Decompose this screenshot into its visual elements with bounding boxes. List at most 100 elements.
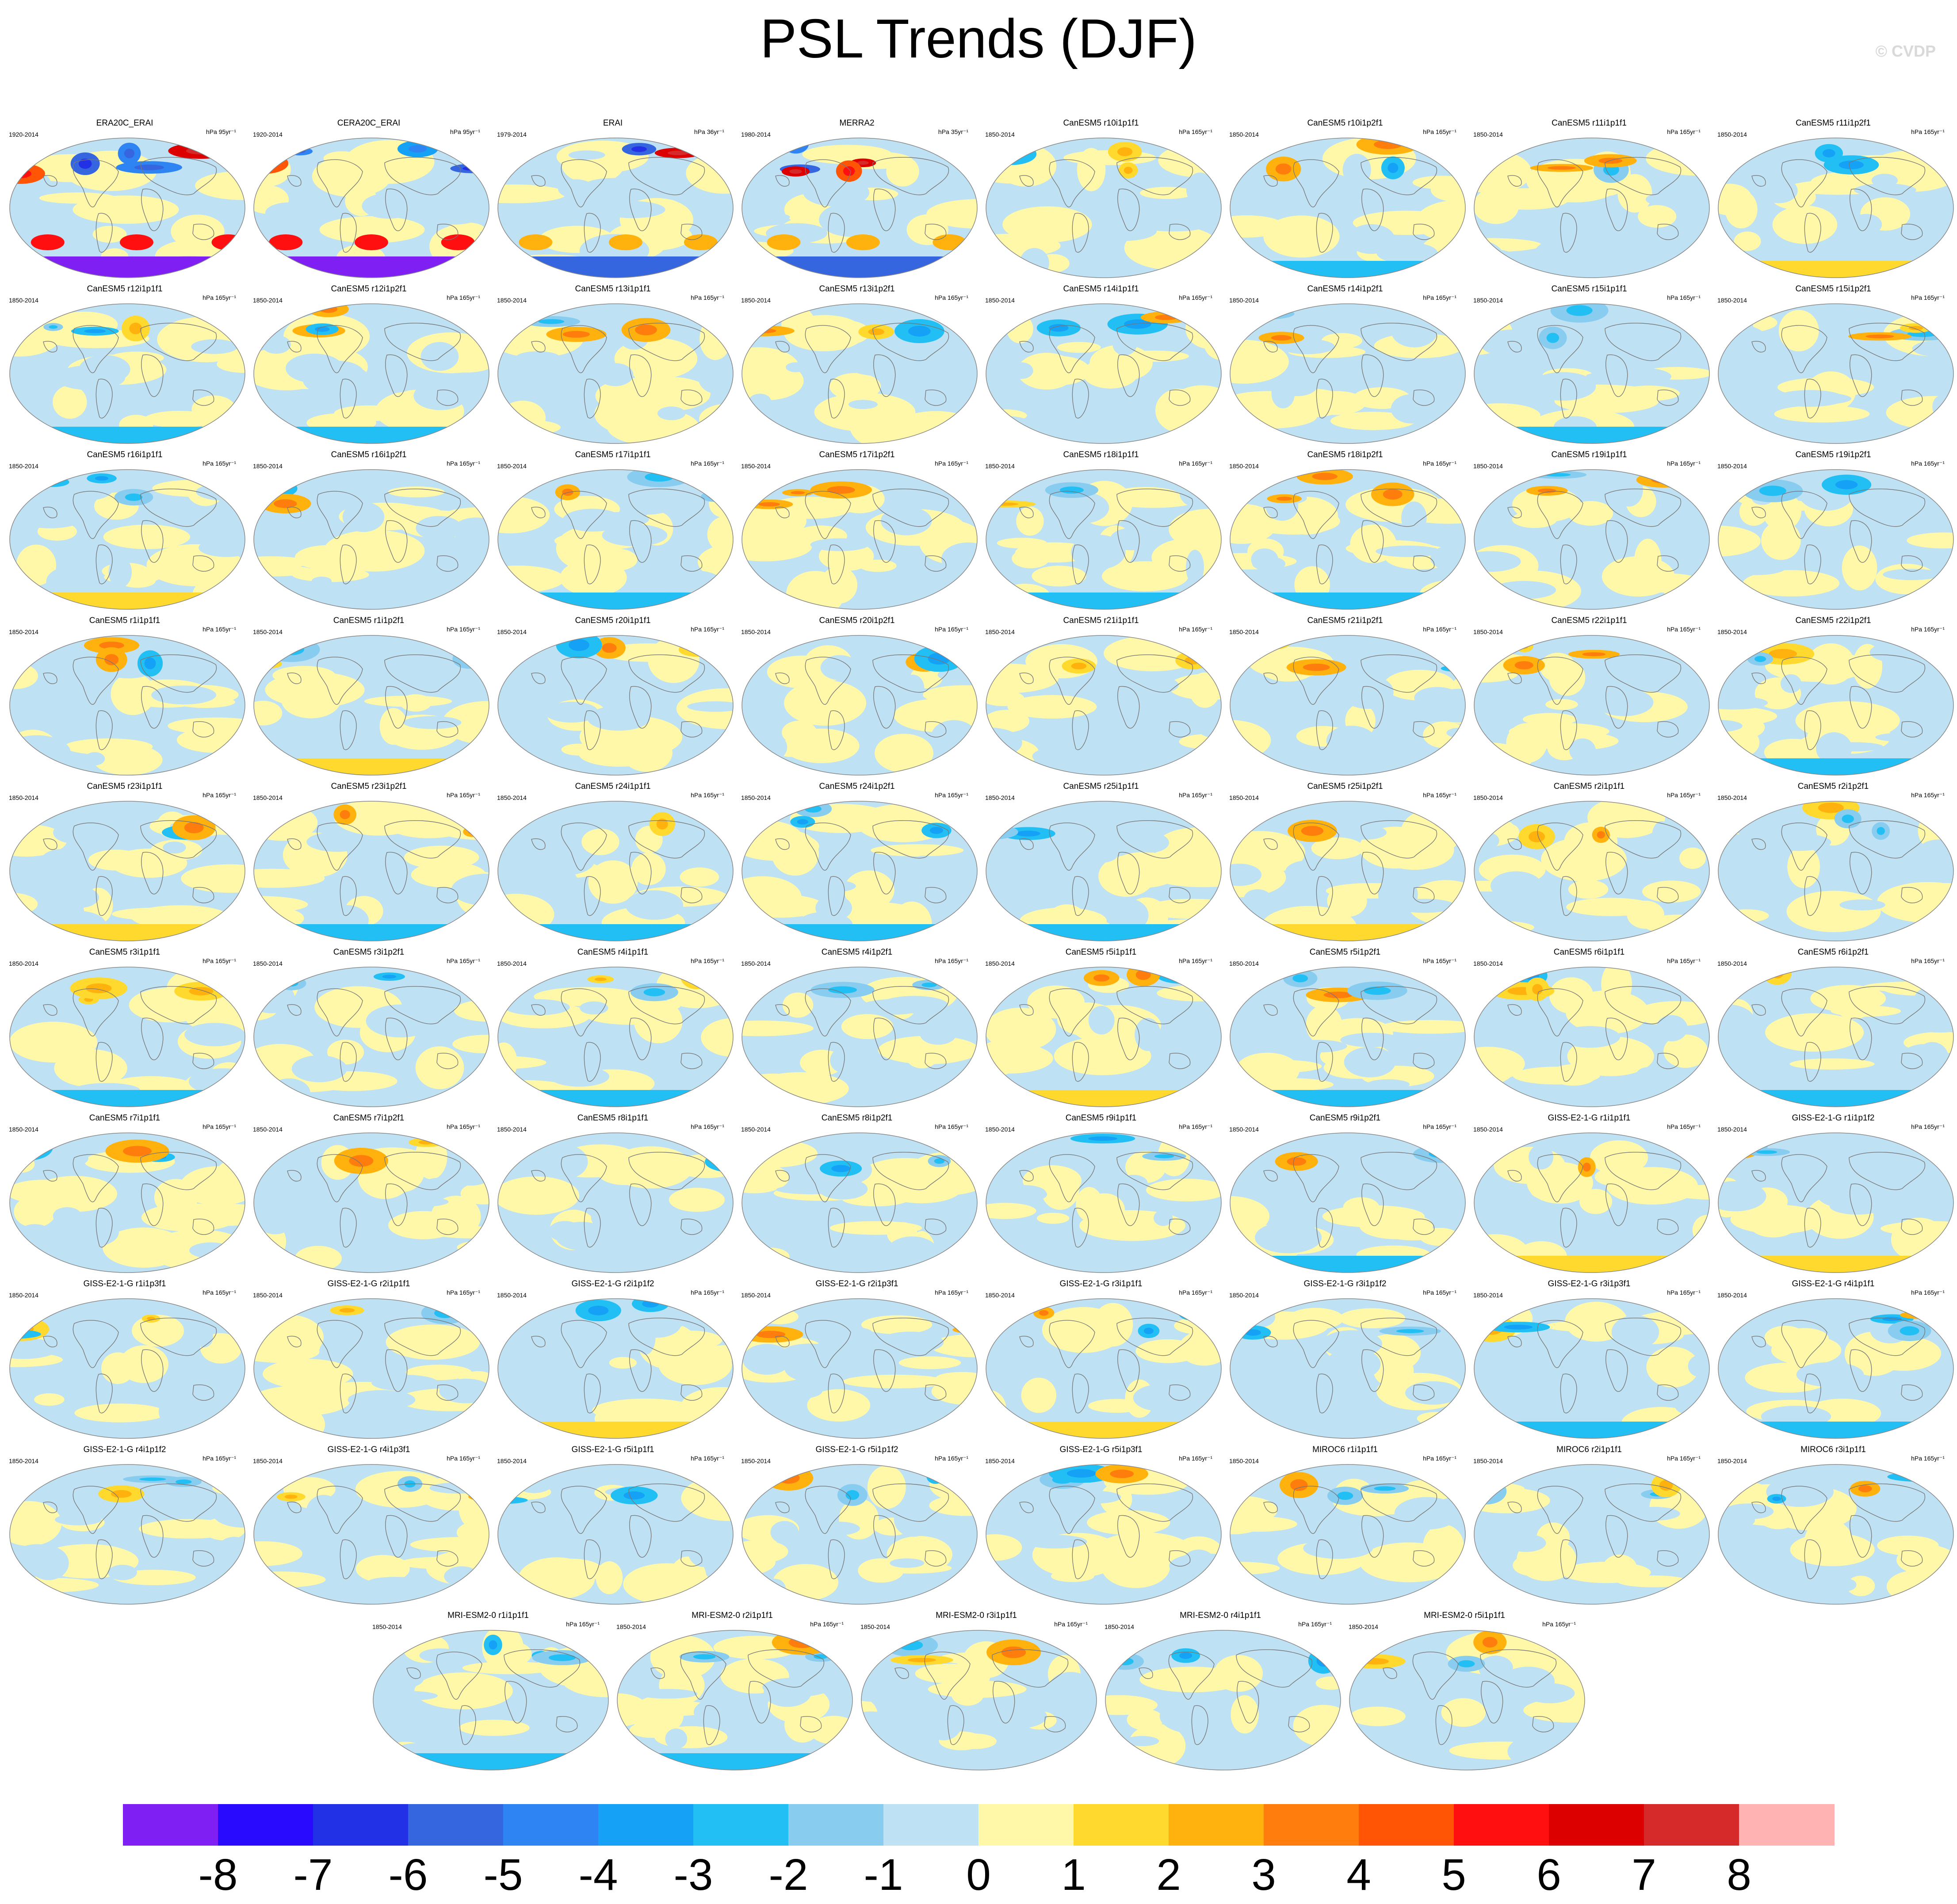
contour-blob: [1545, 699, 1578, 710]
contour-blob: [1565, 1319, 1620, 1331]
panel-units: hPa 165yr⁻¹: [447, 1123, 480, 1130]
contour-blob: [1842, 814, 1854, 823]
coastline: [385, 1183, 408, 1226]
contour-blob: [1718, 1090, 1953, 1107]
contour-blob: [859, 559, 897, 572]
contour-blob: [1364, 986, 1391, 995]
coastline: [436, 1652, 482, 1700]
contour-blob: [1230, 593, 1465, 609]
coastline: [1116, 820, 1193, 859]
contour-blob: [49, 325, 58, 329]
contour-blob: [933, 1234, 977, 1254]
contour-blob: [403, 716, 462, 729]
map-panel: GISS-E2-1-G r4i1p1f1 1850-2014 hPa 165yr⁻¹: [1711, 1279, 1955, 1442]
map-panel: CanESM5 r18i1p1f1 1850-2014 hPa 165yr⁻¹: [979, 450, 1223, 613]
coastline: [1263, 1004, 1278, 1016]
contour-blob: [1157, 968, 1210, 984]
contour-blob: [1529, 831, 1545, 842]
contour-blob: [151, 685, 217, 705]
contour-blob: [260, 660, 282, 669]
map-plot: [9, 1132, 245, 1273]
contour-blob: [1009, 362, 1033, 379]
coastline: [1361, 354, 1384, 397]
contour-blob: [1096, 699, 1138, 729]
coastline: [1560, 379, 1577, 419]
contour-blob: [550, 1066, 610, 1087]
contour-blob: [764, 1465, 814, 1491]
contour-blob: [1237, 816, 1250, 827]
coastline: [805, 491, 851, 539]
coastline: [1413, 1219, 1435, 1235]
contour-blob: [414, 1672, 513, 1709]
contour-blob: [1154, 1154, 1174, 1158]
contour-blob: [1789, 1058, 1875, 1070]
contour-blob: [1016, 506, 1044, 536]
map-border: [986, 1132, 1222, 1273]
contour-blob: [1829, 1197, 1885, 1215]
contour-blob: [926, 199, 977, 229]
coastline: [385, 1017, 408, 1060]
coastline: [873, 686, 896, 729]
contour-blob: [189, 987, 214, 996]
contour-blob: [41, 849, 82, 873]
contour-blob: [926, 1469, 944, 1484]
map-border: [253, 967, 489, 1107]
contour-blob: [1124, 167, 1133, 174]
contour-blob: [1529, 896, 1559, 923]
contour-blob: [1032, 566, 1086, 587]
coastline: [140, 654, 217, 693]
map-panel: CanESM5 r19i1p1f1 1850-2014 hPa 165yr⁻¹: [1467, 450, 1711, 613]
coastline: [1560, 213, 1577, 253]
contour-blob: [1230, 1581, 1254, 1594]
coastline: [680, 1652, 726, 1700]
contour-blob: [930, 1334, 977, 1357]
map-plot: [9, 138, 245, 278]
contour-blob: [274, 499, 297, 508]
coastline: [1605, 322, 1682, 361]
contour-blob: [101, 1352, 135, 1384]
contour-blob: [1659, 1480, 1673, 1491]
coastline: [1605, 1151, 1682, 1190]
panel-title: GISS-E2-1-G r3i1p1f1: [1059, 1279, 1143, 1288]
contour-blob: [1326, 726, 1376, 756]
map-plot: [1474, 138, 1710, 278]
contour-blob: [364, 837, 398, 865]
contour-blob: [986, 924, 1221, 941]
contour-blob: [1070, 1491, 1121, 1504]
contour-blob: [1277, 373, 1319, 396]
coastline: [317, 1486, 363, 1534]
contour-blob: [1547, 166, 1576, 170]
coastline: [584, 1373, 601, 1414]
coastline: [561, 822, 607, 871]
contour-blob: [368, 1009, 413, 1029]
coastline: [1657, 1053, 1679, 1069]
map-panel: CanESM5 r25i1p1f1 1850-2014 hPa 165yr⁻¹: [979, 782, 1223, 944]
coastline: [629, 1349, 652, 1392]
contour-blob: [638, 1689, 698, 1699]
coastline: [43, 507, 57, 519]
panel-units: hPa 165yr⁻¹: [691, 791, 724, 799]
panel-units: hPa 165yr⁻¹: [203, 957, 236, 964]
contour-blob: [887, 1536, 952, 1573]
coastline: [1019, 1336, 1034, 1348]
contour-blob: [844, 870, 894, 910]
panel-title: CanESM5 r6i1p2f1: [1797, 948, 1869, 957]
coastline: [556, 1716, 578, 1732]
contour-blob: [1112, 334, 1137, 356]
contour-blob: [986, 1007, 1056, 1051]
contour-blob: [267, 818, 280, 823]
coastline: [1049, 657, 1095, 705]
contour-blob: [1275, 163, 1292, 175]
contour-blob: [999, 149, 1023, 159]
coastline: [531, 175, 546, 187]
contour-blob: [10, 824, 67, 857]
contour-blob: [783, 992, 814, 1018]
coastline: [287, 1004, 302, 1016]
contour-blob: [1049, 324, 1069, 332]
coastline: [873, 1183, 896, 1226]
contour-blob: [1566, 305, 1593, 316]
contour-blob: [921, 983, 937, 987]
panel-years: 1850-2014: [1105, 1623, 1134, 1630]
contour-blob: [1320, 1583, 1389, 1598]
coastline: [1072, 1042, 1089, 1082]
